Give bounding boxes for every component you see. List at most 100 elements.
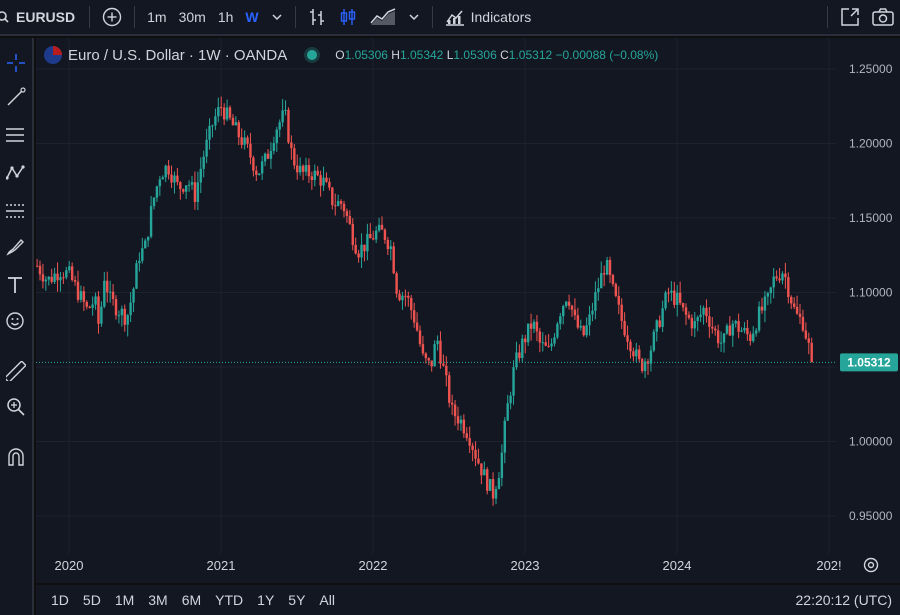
compare-symbol-button[interactable] xyxy=(96,0,128,35)
emoji-icon xyxy=(6,311,26,336)
candle-body xyxy=(73,279,77,282)
candle-body xyxy=(652,331,656,351)
bar-chart-type-button[interactable] xyxy=(302,0,332,35)
candle-body xyxy=(681,302,685,308)
market-status-icon[interactable] xyxy=(307,50,318,60)
crosshair-tool[interactable] xyxy=(0,50,32,80)
candle-body xyxy=(763,296,767,311)
candle-body xyxy=(734,320,737,324)
candle-body xyxy=(249,143,252,158)
candle-body xyxy=(699,314,702,318)
candle-body xyxy=(155,186,159,198)
range-1m[interactable]: 1M xyxy=(114,592,135,608)
candle-body xyxy=(576,315,580,328)
candle-body xyxy=(740,330,743,332)
range-5d[interactable]: 5D xyxy=(82,592,101,608)
candle-body xyxy=(211,125,214,127)
fib-icon xyxy=(6,201,26,226)
candle-body xyxy=(635,349,638,357)
candlestick-chart[interactable]: 1.250001.200001.150001.100001.050001.000… xyxy=(36,38,900,583)
bottom-toolbar: 1D 5D 1M 3M 6M YTD 1Y 5Y All 22:20:12 (U… xyxy=(36,585,900,615)
emoji-tool[interactable] xyxy=(0,308,32,338)
price-axis[interactable] xyxy=(836,38,900,583)
candle-body xyxy=(322,177,325,186)
candle-body xyxy=(193,182,197,202)
candle-body xyxy=(722,333,726,343)
candle-body xyxy=(614,284,618,296)
close-label: C xyxy=(500,48,509,62)
range-5y[interactable]: 5Y xyxy=(288,592,306,608)
zoom-tool[interactable] xyxy=(0,394,32,424)
x-tick-label: 2020 xyxy=(55,558,84,573)
horizontal-lines-tool[interactable] xyxy=(0,122,32,152)
candle-body xyxy=(515,352,518,368)
candle-body xyxy=(471,445,474,450)
fullscreen-button[interactable] xyxy=(834,0,866,35)
candle-body xyxy=(339,201,343,204)
range-6m[interactable]: 6M xyxy=(181,592,202,608)
chart-type-dropdown[interactable] xyxy=(402,0,426,35)
area-chart-type-button[interactable] xyxy=(364,0,402,35)
interval-1m[interactable]: 1m xyxy=(147,9,167,25)
candle-body xyxy=(638,349,641,360)
candle-body xyxy=(585,325,588,336)
trend-line-tool[interactable] xyxy=(0,84,32,114)
candle-body xyxy=(404,295,407,297)
candle-body xyxy=(518,352,521,359)
candle-body xyxy=(258,173,261,175)
last-price-badge xyxy=(840,353,898,372)
divider xyxy=(431,6,433,28)
candles-chart-type-button[interactable] xyxy=(332,0,364,35)
range-1y[interactable]: 1Y xyxy=(257,592,275,608)
candle-body xyxy=(506,403,509,421)
settings-button[interactable] xyxy=(862,556,880,579)
candle-body xyxy=(696,317,699,322)
candle-body xyxy=(82,291,86,302)
candle-body xyxy=(600,273,603,289)
ruler-tool[interactable] xyxy=(0,358,32,388)
range-3m[interactable]: 3M xyxy=(148,592,168,608)
candle-body xyxy=(316,170,319,176)
candle-body xyxy=(486,469,489,491)
candle-body xyxy=(436,340,439,345)
candle-body xyxy=(103,280,106,307)
candle-body xyxy=(766,293,770,297)
candle-body xyxy=(693,321,696,329)
range-ytd[interactable]: YTD xyxy=(215,592,244,608)
brush-tool[interactable] xyxy=(0,234,32,264)
candle-body xyxy=(263,153,267,162)
candle-body xyxy=(643,361,647,372)
candle-body xyxy=(144,240,147,249)
candle-body xyxy=(725,325,729,334)
fib-tool[interactable] xyxy=(0,198,32,228)
divider xyxy=(827,6,828,28)
indicators-button[interactable]: Indicators xyxy=(439,0,538,35)
candle-body xyxy=(503,420,506,453)
interval-weekly[interactable]: W xyxy=(245,9,259,25)
pattern-tool[interactable] xyxy=(0,160,32,190)
candle-body xyxy=(787,277,790,298)
chart-pane[interactable]: 1.250001.200001.150001.100001.050001.000… xyxy=(36,38,900,583)
interval-dropdown[interactable] xyxy=(265,0,289,35)
interval-1h[interactable]: 1h xyxy=(217,9,234,25)
utc-clock[interactable]: 22:20:12 (UTC) xyxy=(795,592,892,608)
candle-body xyxy=(746,327,749,335)
interval-30m[interactable]: 30m xyxy=(178,9,206,25)
range-all[interactable]: All xyxy=(319,592,335,608)
symbol-search[interactable]: EURUSD xyxy=(0,0,75,35)
candle-body xyxy=(602,273,606,275)
candle-body xyxy=(383,229,387,240)
magnet-tool[interactable] xyxy=(0,444,32,474)
snapshot-button[interactable] xyxy=(866,0,900,35)
candle-body xyxy=(488,479,492,491)
candle-body xyxy=(401,295,404,301)
candle-body xyxy=(798,313,802,317)
candle-body xyxy=(301,165,305,172)
candle-body xyxy=(752,333,755,342)
candle-body xyxy=(605,260,609,275)
text-tool[interactable] xyxy=(0,272,32,302)
candle-body xyxy=(240,137,243,145)
range-1d[interactable]: 1D xyxy=(51,592,69,608)
candle-body xyxy=(68,266,71,271)
candle-body xyxy=(731,323,734,336)
